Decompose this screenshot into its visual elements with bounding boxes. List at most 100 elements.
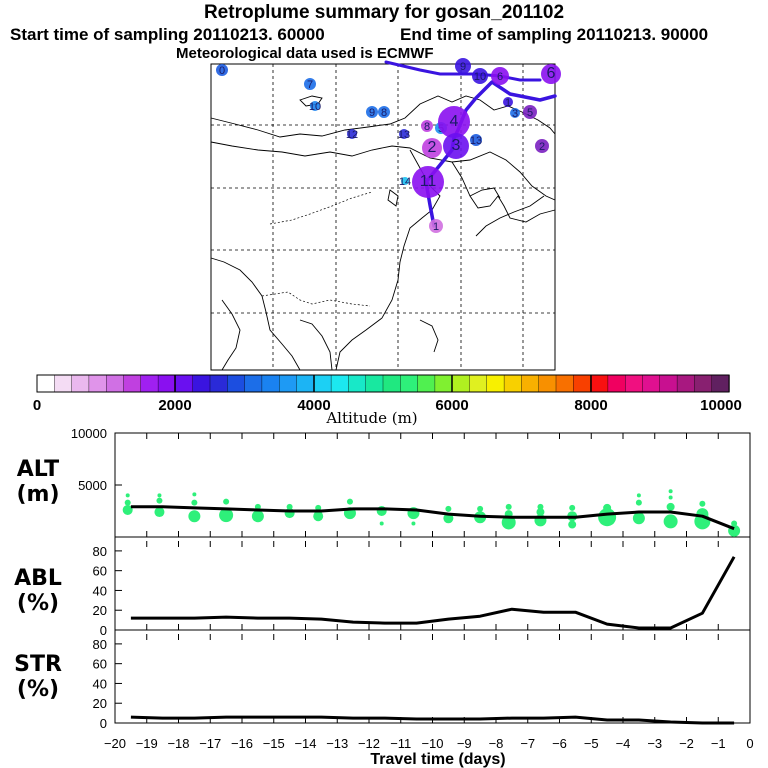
- colorbar-cell: [642, 374, 661, 393]
- plume-label: 3: [512, 108, 518, 120]
- start-time-label: Start time of sampling 20110213. 60000: [10, 25, 325, 44]
- plume-label: 1: [505, 97, 511, 109]
- plume-label: 2: [428, 139, 437, 156]
- plume-marker: 9: [366, 106, 378, 119]
- colorbar-cell: [192, 374, 211, 393]
- map-panel: 0710981213854231311141910661352: [210, 58, 561, 371]
- x-tick-label: −11: [390, 736, 411, 751]
- plume-label: 9: [460, 61, 466, 73]
- plume-marker: 13: [398, 129, 410, 141]
- plume-marker: 2: [535, 139, 549, 153]
- altitude-point: [154, 507, 165, 518]
- altitude-point: [192, 492, 197, 497]
- colorbar-cell: [157, 374, 177, 393]
- altitude-point: [286, 503, 293, 510]
- colorbar-cell: [365, 374, 384, 393]
- altitude-point: [666, 502, 675, 511]
- y-tick-label: 60: [93, 564, 107, 579]
- plume-label: 13: [470, 135, 482, 147]
- colorbar-cell: [711, 374, 730, 393]
- colorbar-cell: [36, 374, 55, 393]
- colorbar-major-ticks: [174, 375, 592, 392]
- colorbar-cell: [590, 374, 609, 393]
- altitude-point: [313, 511, 324, 522]
- plume-marker: 6: [541, 64, 561, 84]
- colorbar-tick-8000: 8000: [574, 397, 607, 414]
- colorbar-tick-10000: 10000: [700, 397, 742, 414]
- colorbar-cell: [382, 374, 401, 393]
- colorbar-cell: [88, 374, 107, 393]
- altitude-point: [505, 503, 512, 510]
- plume-marker: 7: [304, 78, 316, 91]
- altitude-point: [603, 503, 612, 512]
- altitude-point: [315, 504, 322, 511]
- altitude-point: [731, 520, 738, 527]
- colorbar-cell: [123, 374, 142, 393]
- plume-label: 11: [420, 173, 437, 190]
- y-tick-label: 40: [93, 676, 107, 691]
- met-data-label: Meteorological data used is ECMWF: [176, 45, 434, 62]
- abl-ylabel-top: ABL: [14, 566, 62, 591]
- colorbar-cell: [105, 374, 125, 393]
- plume-label: 9: [369, 107, 375, 119]
- x-tick-label: −4: [616, 736, 631, 751]
- x-tick-label: −6: [552, 736, 567, 751]
- colorbar-cell: [71, 374, 90, 393]
- plume-label: 10: [474, 71, 486, 83]
- plume-label: 8: [424, 121, 430, 133]
- alt-series-line: [130, 505, 735, 531]
- x-tick-label: −18: [167, 736, 189, 751]
- x-tick-label: −19: [136, 736, 158, 751]
- colorbar-cell: [417, 374, 436, 393]
- x-tick-label: −14: [294, 736, 316, 751]
- plume-label: 12: [346, 129, 358, 141]
- plume-marker: 0: [216, 64, 228, 77]
- altitude-point: [501, 515, 516, 530]
- colorbar-cell: [503, 374, 523, 393]
- colorbar-cell: [330, 374, 350, 393]
- y-tick-label: 5000: [78, 478, 107, 493]
- altitude-point: [124, 499, 131, 506]
- colorbar-cell: [469, 374, 488, 393]
- x-tick-label: −10: [421, 736, 443, 751]
- plume-marker: 2: [422, 138, 442, 158]
- plume-label: 3: [452, 137, 461, 154]
- plume-label: 8: [381, 107, 387, 119]
- plume-label: 6: [547, 65, 556, 82]
- y-tick-label: 40: [93, 583, 107, 598]
- plume-marker: 13: [470, 134, 482, 147]
- colorbar-cell: [313, 374, 332, 393]
- x-tick-label: −20: [104, 736, 126, 751]
- plume-label: 4: [450, 113, 459, 130]
- plume-marker: 5: [523, 105, 537, 119]
- plume-marker: 12: [346, 129, 358, 141]
- plume-marker: 6: [491, 67, 509, 85]
- altitude-colorbar: 0 2000 4000 6000 8000 10000 Altitude (m): [33, 374, 742, 427]
- altitude-point: [536, 508, 545, 517]
- time-series-panels: −20 −19 −18 −17 −16 −15 −14 −13 −12 −11 −10 −9 −8 −7−…: [14, 426, 754, 768]
- colorbar-cell: [434, 374, 453, 393]
- plume-marker: 1: [503, 97, 513, 109]
- colorbar-cell: [348, 374, 367, 393]
- colorbar-cell: [279, 374, 298, 393]
- alt-panel-frame: [114, 432, 751, 538]
- altitude-point: [191, 499, 198, 506]
- colorbar-cell: [694, 374, 713, 393]
- plume-marker: 10: [472, 68, 488, 84]
- colorbar-cell: [227, 374, 246, 393]
- plume-label: 0: [219, 65, 225, 77]
- altitude-point: [219, 508, 234, 523]
- abl-series-line: [130, 556, 736, 630]
- x-tick-label: −15: [263, 736, 285, 751]
- colorbar-cell: [140, 374, 159, 393]
- plume-marker: 8: [378, 106, 390, 119]
- colorbar-cell: [296, 374, 315, 393]
- plume-marker: 4: [438, 106, 470, 138]
- plume-markers: 0710981213854231311141910661352: [216, 58, 561, 233]
- colorbar-cell: [538, 374, 557, 393]
- plume-marker: 14: [399, 176, 411, 188]
- plume-marker: 11: [412, 166, 444, 198]
- colorbar-tick-6000: 6000: [435, 397, 468, 414]
- colorbar-cell: [607, 374, 626, 393]
- colorbar-cell: [521, 374, 540, 393]
